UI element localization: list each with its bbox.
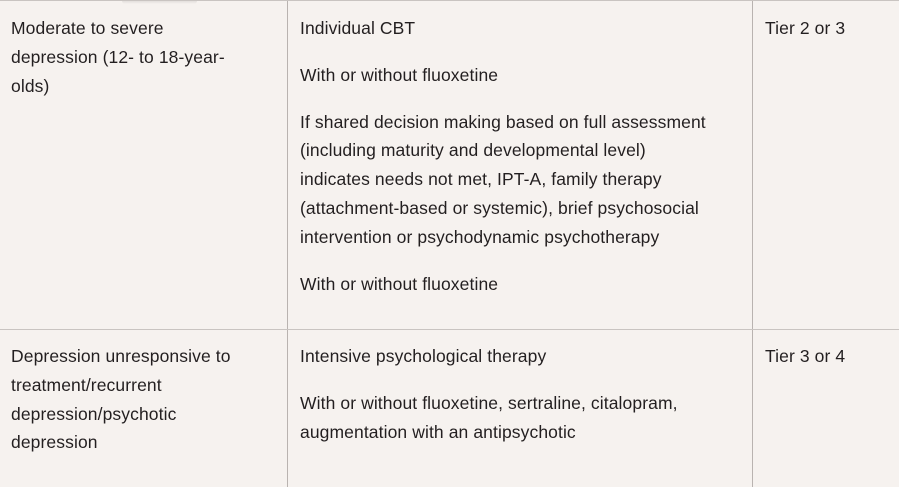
condition-cell: Depression unresponsive to treatment/rec…	[0, 330, 288, 487]
treatment-line: intervention or psychodynamic psychother…	[300, 226, 660, 247]
condition-line: depression/psychotic	[11, 403, 177, 424]
condition-line: olds)	[11, 75, 50, 96]
condition-cell: Moderate to severe depression (12- to 18…	[0, 1, 288, 329]
treatment-cell: Individual CBT With or without fluoxetin…	[288, 1, 753, 329]
condition-line: depression (12- to 18-year-	[11, 46, 225, 67]
treatment-line: With or without fluoxetine, sertraline, …	[300, 392, 678, 413]
treatment-line: (including maturity and developmental le…	[300, 140, 646, 161]
treatment-line: (attachment-based or systemic), brief ps…	[300, 197, 699, 218]
condition-line: treatment/recurrent	[11, 374, 162, 395]
table-row: Moderate to severe depression (12- to 18…	[0, 1, 899, 330]
treatment-paragraph: If shared decision making based on full …	[300, 108, 752, 252]
condition-line: depression	[11, 432, 98, 453]
condition-line: Moderate to severe	[11, 18, 164, 38]
treatment-paragraph: With or without fluoxetine, sertraline, …	[300, 389, 752, 447]
treatment-paragraph: Individual CBT	[300, 14, 752, 43]
treatment-line: augmentation with an antipsychotic	[300, 421, 576, 442]
treatment-paragraph: With or without fluoxetine	[300, 61, 752, 90]
treatment-paragraph: Intensive psychological therapy	[300, 342, 752, 371]
table-row: Depression unresponsive to treatment/rec…	[0, 330, 899, 487]
treatment-line: With or without fluoxetine	[300, 64, 499, 85]
tier-cell: Tier 3 or 4	[753, 330, 899, 487]
treatment-line: indicates needs not met, IPT-A, family t…	[300, 169, 662, 190]
tier-cell: Tier 2 or 3	[753, 1, 899, 329]
tier-label: Tier 2 or 3	[765, 18, 846, 38]
treatment-cell: Intensive psychological therapy With or …	[288, 330, 753, 487]
treatment-line: With or without fluoxetine	[300, 273, 499, 294]
tier-label: Tier 3 or 4	[765, 346, 846, 366]
condition-line: Depression unresponsive to	[11, 346, 231, 366]
scroll-shadow	[122, 1, 197, 4]
treatment-line: Intensive psychological therapy	[300, 346, 547, 366]
treatment-paragraph: With or without fluoxetine	[300, 270, 752, 299]
treatment-line: If shared decision making based on full …	[300, 111, 706, 132]
treatment-line: Individual CBT	[300, 18, 416, 38]
